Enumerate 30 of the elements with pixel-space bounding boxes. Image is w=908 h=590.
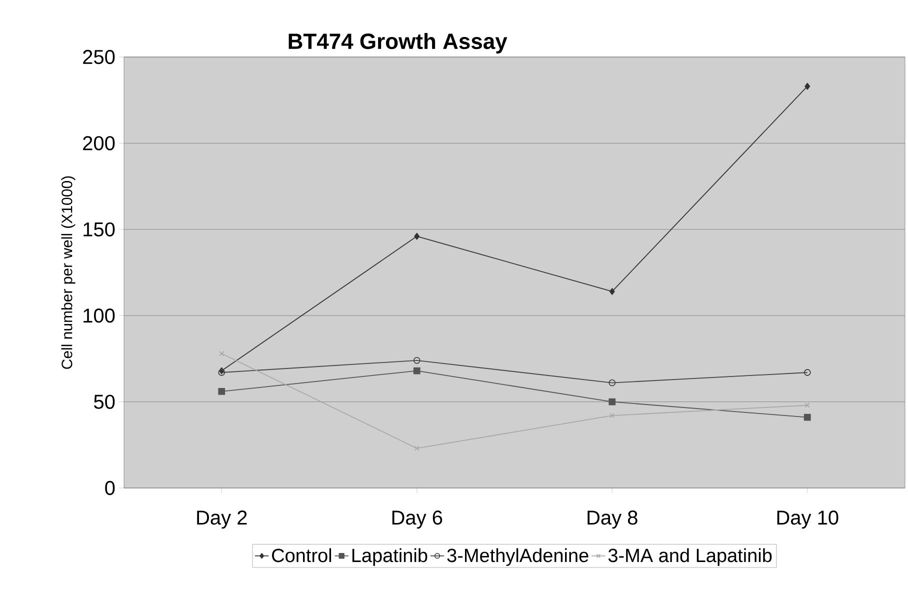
legend-label: Control (272, 548, 332, 562)
point (608, 379, 616, 386)
y-tick-label: 250 (83, 50, 115, 64)
point (804, 82, 810, 90)
point (218, 388, 226, 395)
point (804, 414, 811, 421)
y-axis-title: Cell number per well (X1000) (61, 176, 76, 369)
x-tick-label: Day 6 (392, 510, 442, 529)
chart-title: BT474 Growth Assay (288, 32, 508, 54)
point (609, 288, 615, 295)
y-tick-label: 100 (84, 308, 115, 323)
point (414, 232, 420, 240)
point (804, 402, 810, 408)
y-tick-label: 0 (105, 480, 115, 496)
x-tick-label: Day 8 (588, 510, 638, 529)
x-tick-label: Day 2 (197, 510, 247, 529)
point (414, 446, 420, 451)
y-tick-label: 150 (84, 222, 115, 236)
legend-label: Lapatinib (352, 548, 428, 566)
y-tick-label: 50 (94, 394, 115, 409)
x-tick-label: Day 10 (777, 510, 838, 529)
point (804, 369, 811, 376)
point (413, 356, 420, 364)
point (413, 367, 420, 374)
point (610, 413, 615, 418)
legend-label: 3-MethylAdenine (447, 548, 588, 566)
y-tick-label: 200 (83, 136, 115, 150)
point (219, 350, 224, 356)
legend-label: 3-MA and Lapatinib (608, 548, 772, 566)
point (608, 398, 616, 406)
